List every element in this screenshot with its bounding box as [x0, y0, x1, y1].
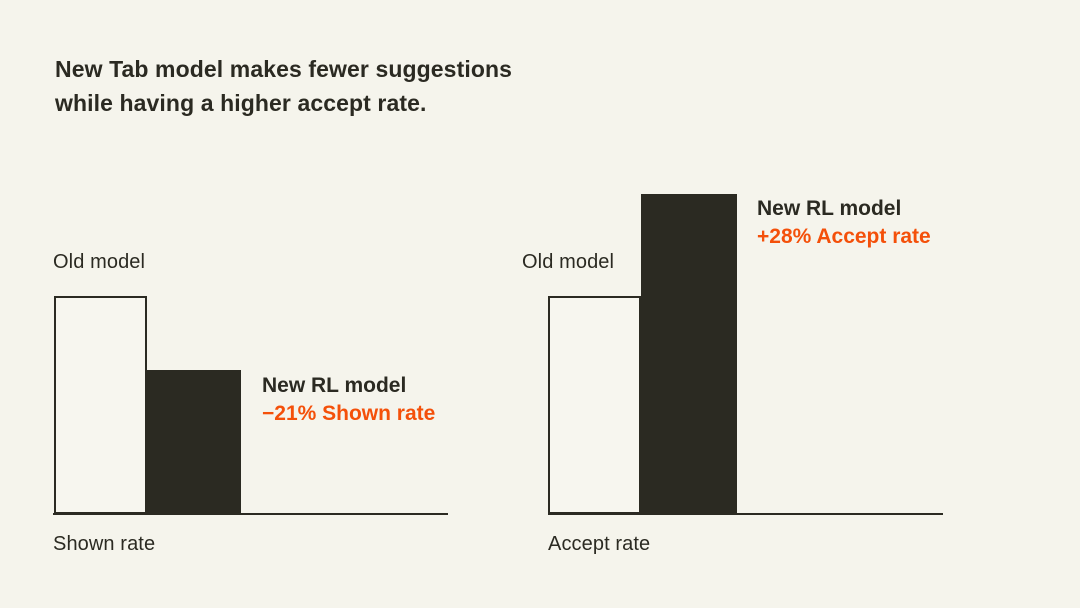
old-model-bar: [54, 296, 147, 514]
old-model-label: Old model: [53, 251, 146, 273]
new-rl-model-bar: [147, 370, 241, 514]
annotation-model-name: New RL model: [757, 197, 902, 220]
x-axis-label: Accept rate: [548, 533, 651, 555]
new-model-annotation: New RL model −21% Shown rate: [262, 372, 435, 428]
x-axis-line: [53, 513, 448, 515]
new-rl-model-bar: [641, 194, 737, 514]
x-axis-label: Shown rate: [53, 533, 156, 555]
annotation-model-name: New RL model: [262, 374, 407, 397]
figure-title: New Tab model makes fewer suggestions wh…: [55, 52, 512, 120]
old-model-label: Old model: [522, 251, 615, 273]
new-model-annotation: New RL model +28% Accept rate: [757, 195, 931, 251]
x-axis-line: [548, 513, 943, 515]
annotation-change-value: +28% Accept rate: [757, 225, 931, 248]
title-line-1: New Tab model makes fewer suggestions: [55, 56, 513, 82]
old-model-bar: [548, 296, 641, 514]
annotation-change-value: −21% Shown rate: [262, 402, 436, 425]
title-line-2: while having a higher accept rate.: [55, 90, 427, 116]
